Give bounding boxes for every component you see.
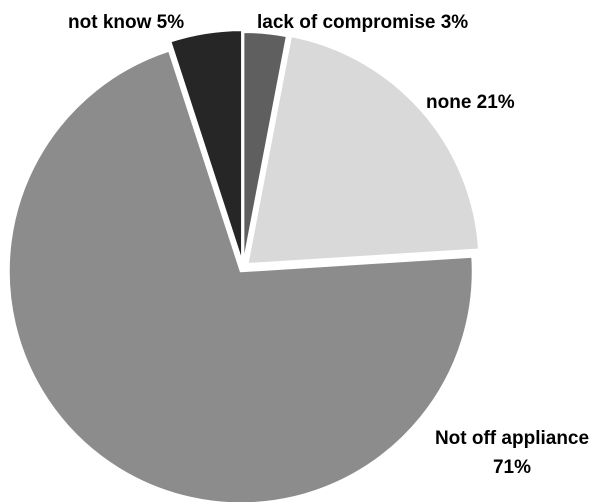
pie-slice-not-off-appliance	[7, 49, 474, 502]
pie-label-not-know: not know 5%	[68, 12, 184, 33]
pie-label-not-off-appliance: Not off appliance 71%	[435, 428, 589, 478]
pie-label-line: lack of compromise 3%	[257, 12, 468, 33]
pie-label-line: 71%	[493, 457, 531, 478]
pie-slice-lack-of-compromise	[242, 31, 288, 266]
pie-label-line: Not off appliance	[435, 428, 589, 449]
pie-slice-none	[246, 35, 481, 266]
pie-labels: lack of compromise 3% none 21% Not off app…	[68, 12, 589, 478]
pie-label-line: none 21%	[426, 92, 515, 113]
pie-label-line: not know 5%	[68, 12, 184, 33]
pie-label-lack-of-compromise: lack of compromise 3%	[257, 12, 468, 33]
pie-slice-not-know	[169, 29, 244, 264]
pie-slices	[7, 29, 481, 502]
pie-label-none: none 21%	[426, 92, 515, 113]
